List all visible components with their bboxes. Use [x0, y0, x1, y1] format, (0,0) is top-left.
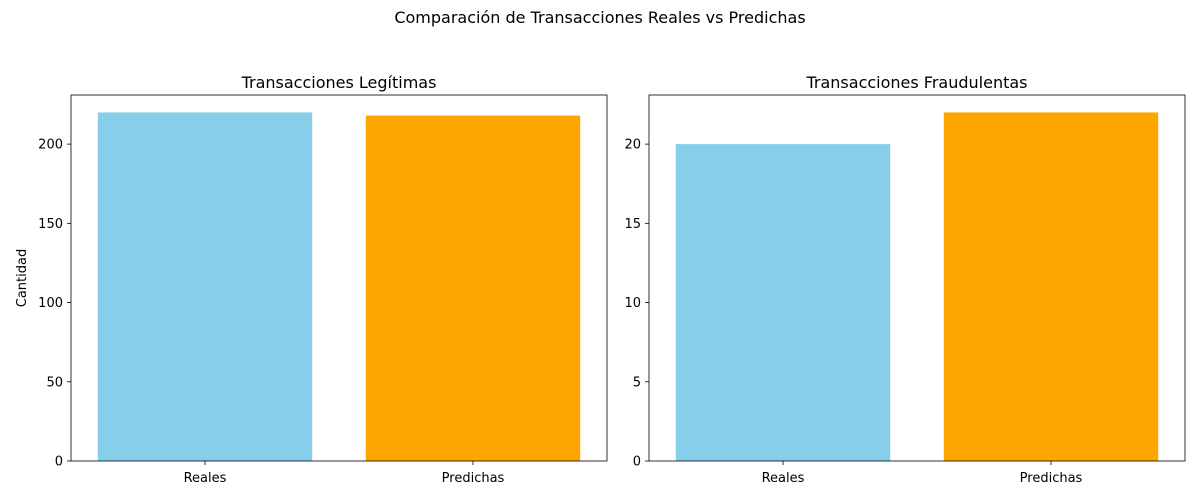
figure-suptitle: Comparación de Transacciones Reales vs P…: [394, 8, 805, 27]
chart-panel-1: Reales Predichas 0 50 100 150 200 Transacciones…: [15, 73, 608, 486]
y-tick-label: 100: [38, 296, 63, 311]
y-tick-label: 20: [624, 138, 641, 153]
bar-predichas: [365, 115, 581, 461]
y-tick-label: 150: [38, 217, 63, 232]
bar-reales: [675, 144, 891, 461]
y-tick-label: 5: [633, 375, 641, 390]
y-tick-label: 200: [38, 138, 63, 153]
x-tick-label: Predichas: [442, 471, 505, 486]
bar-predichas: [943, 112, 1159, 461]
y-tick-label: 50: [46, 375, 63, 390]
axes-frame: [70, 94, 608, 462]
chart-title: Transacciones Legítimas: [241, 73, 437, 92]
bar-reales: [97, 112, 313, 461]
x-tick-label: Predichas: [1020, 471, 1083, 486]
x-tick-label: Reales: [762, 471, 805, 486]
y-tick-label: 10: [624, 296, 641, 311]
x-tick-label: Reales: [184, 471, 227, 486]
chart-panel-2: Reales Predichas 0 5 10 15 20 Transacciones Fra…: [624, 73, 1186, 486]
chart-title: Transacciones Fraudulentas: [805, 73, 1027, 92]
y-axis-label: Cantidad: [15, 249, 30, 307]
axes-frame: [648, 94, 1186, 462]
y-tick-label: 0: [633, 455, 641, 470]
y-tick-label: 0: [55, 455, 63, 470]
y-tick-label: 15: [624, 217, 641, 232]
